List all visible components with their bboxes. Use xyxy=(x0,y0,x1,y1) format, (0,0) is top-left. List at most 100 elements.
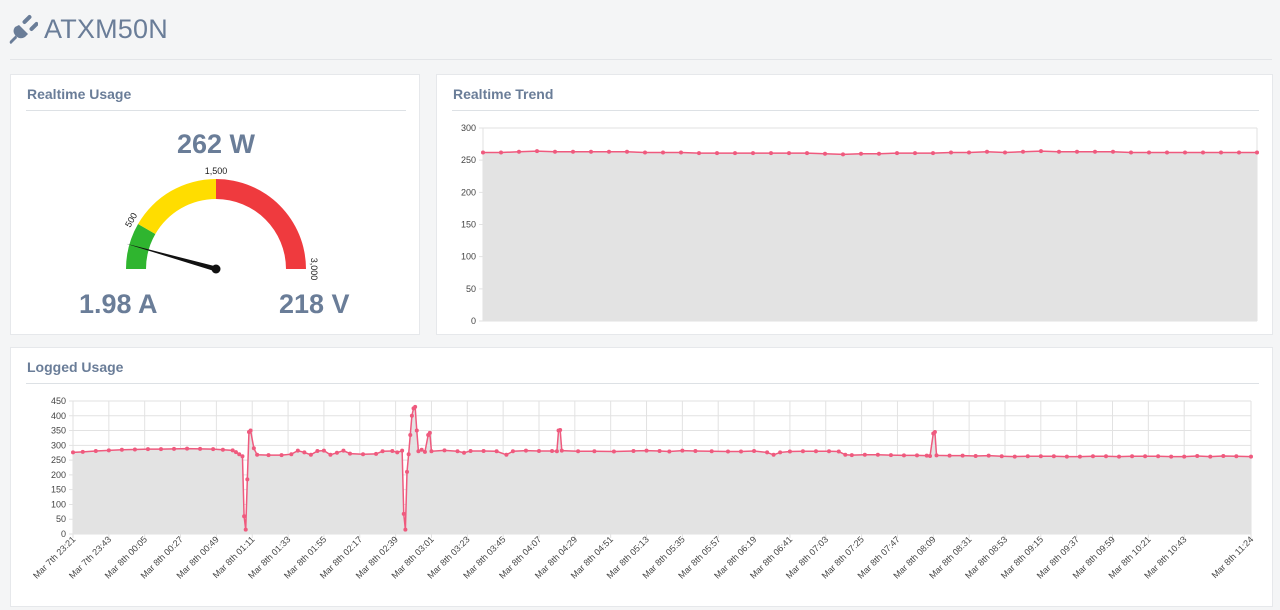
data-point xyxy=(401,511,406,516)
data-point xyxy=(499,150,503,155)
data-point xyxy=(800,449,805,454)
y-tick-label: 300 xyxy=(461,123,476,133)
data-point xyxy=(251,446,256,451)
x-tick-label: Mar 8th 11:24 xyxy=(1210,534,1256,580)
data-point xyxy=(985,149,989,154)
data-point xyxy=(715,151,719,156)
y-tick-label: 150 xyxy=(461,220,476,230)
data-point xyxy=(347,451,352,456)
data-point xyxy=(949,150,953,155)
data-point xyxy=(765,450,770,455)
gauge-band xyxy=(126,224,156,269)
data-point xyxy=(947,453,952,458)
data-point xyxy=(341,448,346,453)
data-point xyxy=(931,151,935,156)
data-point xyxy=(589,149,593,154)
realtime-trend-card: Realtime Trend 0 50 100 150 200 250 300 xyxy=(436,74,1273,335)
data-point xyxy=(248,428,253,433)
data-point xyxy=(198,446,203,451)
data-point xyxy=(172,446,177,451)
data-point xyxy=(1195,453,1200,458)
y-tick-label: 250 xyxy=(461,155,476,165)
data-point xyxy=(928,453,933,458)
data-point xyxy=(592,449,597,454)
data-point xyxy=(805,151,809,156)
data-point xyxy=(220,447,225,452)
data-point xyxy=(211,447,216,452)
data-point xyxy=(321,448,326,453)
data-point xyxy=(1003,150,1007,155)
data-point xyxy=(1038,454,1043,459)
data-point xyxy=(901,453,906,458)
data-point xyxy=(1090,454,1095,459)
data-point xyxy=(405,469,410,474)
data-point xyxy=(242,514,247,519)
data-point xyxy=(1221,453,1226,458)
amps-readout: 1.98 A xyxy=(79,289,158,319)
data-point xyxy=(1234,454,1239,459)
y-tick-label: 100 xyxy=(461,252,476,262)
y-tick-label: 0 xyxy=(471,316,476,326)
data-point xyxy=(1129,150,1133,155)
data-point xyxy=(913,151,917,156)
data-point xyxy=(875,452,880,457)
data-point xyxy=(661,150,665,155)
data-point xyxy=(680,448,685,453)
data-point xyxy=(841,152,845,157)
gauge-tick-label: 3,000 xyxy=(309,258,319,281)
y-tick-label: 450 xyxy=(51,396,66,406)
data-point xyxy=(973,453,978,458)
data-point xyxy=(550,448,555,453)
data-point xyxy=(1012,454,1017,459)
data-point xyxy=(106,448,111,453)
data-point xyxy=(607,149,611,154)
data-point xyxy=(1057,149,1061,154)
data-point xyxy=(504,452,509,457)
data-point xyxy=(1025,454,1030,459)
data-point xyxy=(395,450,400,455)
data-point xyxy=(93,448,98,453)
data-point xyxy=(302,450,307,455)
data-point xyxy=(494,449,499,454)
card-divider xyxy=(26,110,406,111)
data-point xyxy=(535,149,539,154)
data-point xyxy=(888,453,893,458)
data-point xyxy=(960,453,965,458)
data-point xyxy=(1117,454,1122,459)
data-point xyxy=(1051,454,1056,459)
logged-usage-card: Logged Usage 0 50 100 150 200 250 300 350 400 450… xyxy=(10,347,1273,607)
data-point xyxy=(895,151,899,156)
data-point xyxy=(1165,150,1169,155)
data-point xyxy=(1169,454,1174,459)
data-point xyxy=(571,149,575,154)
data-point xyxy=(932,430,937,435)
data-point xyxy=(576,449,581,454)
data-point xyxy=(462,450,467,455)
data-point xyxy=(414,428,419,433)
data-point xyxy=(510,449,515,454)
data-point xyxy=(1156,454,1161,459)
data-point xyxy=(813,449,818,454)
data-point xyxy=(679,150,683,155)
data-point xyxy=(751,151,755,156)
data-point xyxy=(408,432,413,437)
data-point xyxy=(361,452,366,457)
y-tick-label: 150 xyxy=(51,485,66,495)
data-point xyxy=(422,449,427,454)
data-point xyxy=(71,450,75,455)
volts-readout: 218 V xyxy=(279,289,350,319)
y-tick-label: 350 xyxy=(51,426,66,436)
data-point xyxy=(403,527,408,532)
series-area xyxy=(483,151,1257,321)
y-tick-label: 250 xyxy=(51,455,66,465)
gauge-band xyxy=(216,179,306,269)
data-point xyxy=(986,453,991,458)
y-tick-label: 400 xyxy=(51,411,66,421)
realtime-usage-card: Realtime Usage 262 W 500 1,500 3,000 1.98 … xyxy=(10,74,420,335)
data-point xyxy=(1143,454,1148,459)
data-point xyxy=(1183,150,1187,155)
data-point xyxy=(725,449,730,454)
data-point xyxy=(643,150,647,155)
data-point xyxy=(536,448,541,453)
